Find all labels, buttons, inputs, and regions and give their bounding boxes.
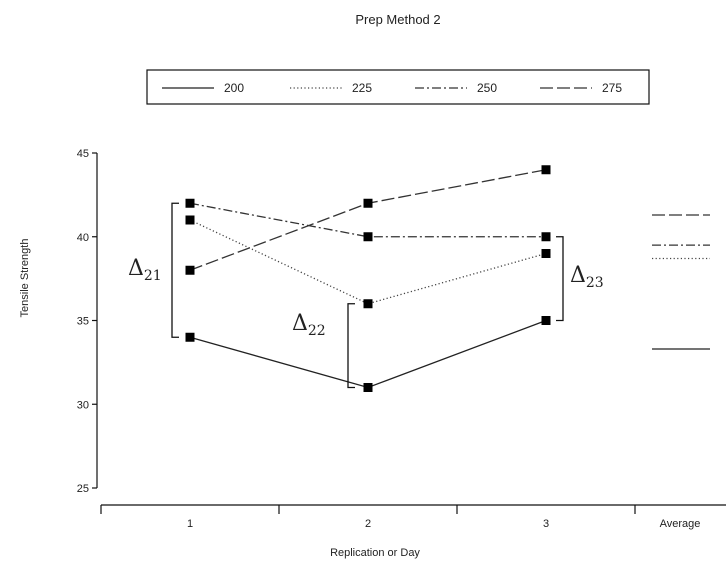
series-line-200 (189, 319, 547, 389)
delta-label-22: Δ22 (292, 311, 326, 339)
y-tick-label-40: 40 (77, 232, 89, 244)
legend-label-225: 225 (352, 81, 372, 95)
y-tick-label-30: 30 (77, 399, 89, 411)
x-tick-label-1: 1 (187, 518, 193, 530)
y-axis-label: Tensile Strength (19, 239, 31, 318)
delta-bracket-21 (171, 202, 179, 338)
point-250-1 (185, 198, 195, 208)
point-200-2 (363, 383, 373, 392)
point-275-2 (363, 198, 373, 208)
point-275-1 (185, 265, 195, 275)
point-200-1 (185, 332, 195, 342)
point-250-3 (541, 232, 551, 242)
y-tick-label-35: 35 (77, 316, 89, 328)
point-225-1 (185, 215, 195, 225)
y-tick-label-25: 25 (77, 483, 89, 495)
point-250-2 (363, 232, 373, 242)
legend: 200 225 250 275 (146, 69, 650, 105)
x-tick-label-average: Average (660, 518, 701, 530)
point-225-2 (363, 299, 373, 309)
legend-box (146, 69, 650, 105)
delta-bracket-22 (347, 303, 355, 389)
point-200-3 (541, 316, 551, 325)
delta-bracket-23 (556, 236, 564, 322)
x-tick-label-2: 2 (365, 518, 371, 530)
point-275-3 (541, 165, 551, 175)
chart-title: Prep Method 2 (355, 12, 440, 27)
legend-label-200: 200 (224, 81, 244, 95)
series-line-250 (189, 202, 546, 238)
point-225-3 (541, 249, 551, 258)
x-axis-label: Replication or Day (330, 547, 420, 559)
delta-label-21: Δ21 (128, 256, 162, 284)
y-tick-label-45: 45 (77, 148, 89, 160)
series-line-275 (189, 169, 547, 271)
legend-label-250: 250 (477, 81, 497, 95)
legend-label-275: 275 (602, 81, 622, 95)
delta-label-23: Δ23 (570, 263, 604, 291)
x-tick-label-3: 3 (543, 518, 549, 530)
